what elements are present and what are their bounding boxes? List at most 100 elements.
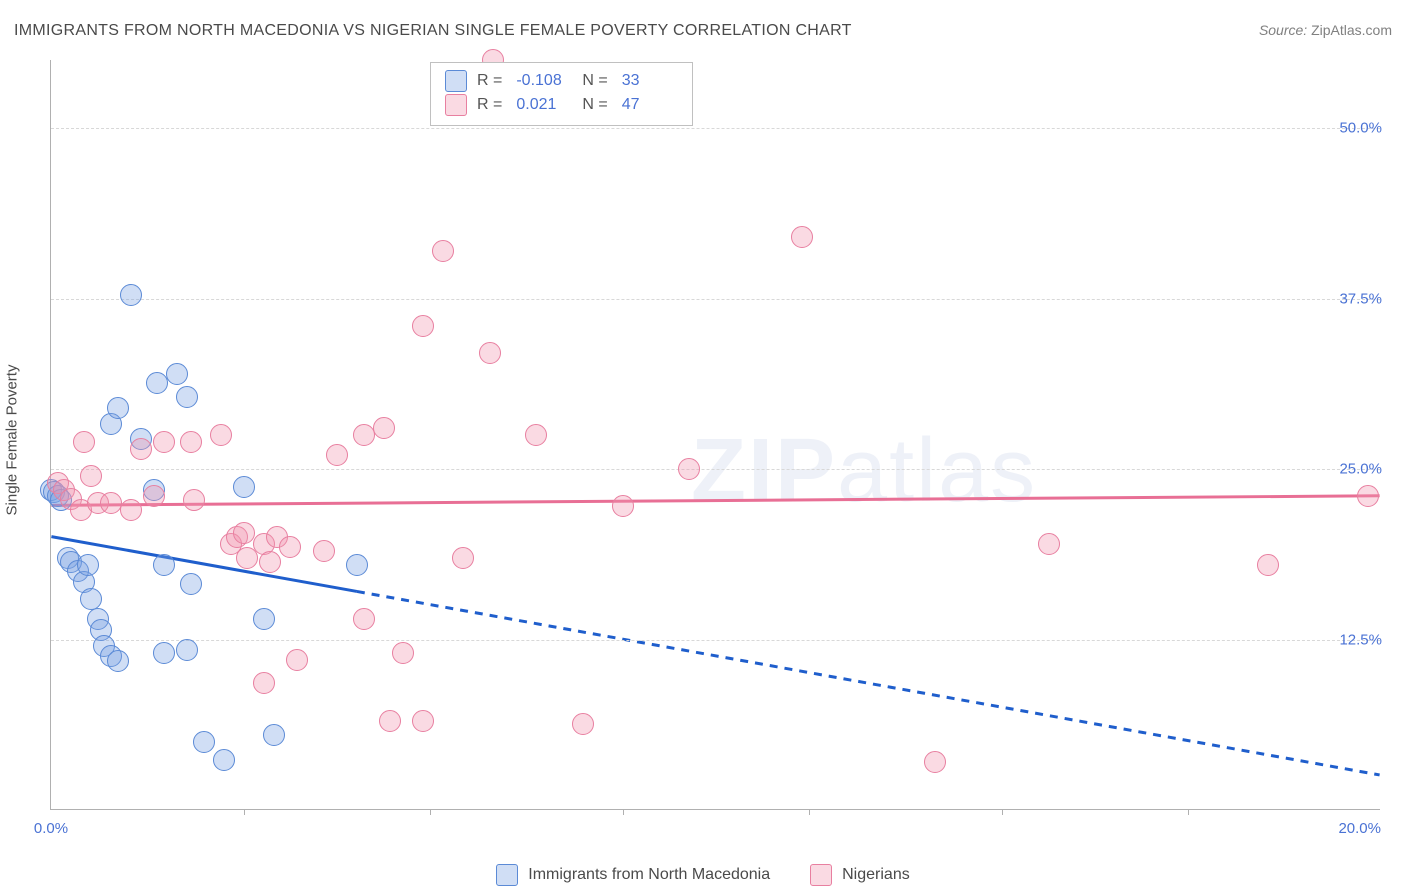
- legend-r-value: 0.021: [516, 93, 572, 117]
- source-attribution: Source: ZipAtlas.com: [1259, 22, 1392, 38]
- scatter-point: [392, 642, 414, 664]
- legend-stats-box: R = -0.108 N = 33 R = 0.021 N = 47: [430, 62, 693, 126]
- watermark-rest: atlas: [837, 421, 1037, 521]
- x-tick-mark: [244, 809, 245, 815]
- legend-swatch: [496, 864, 518, 886]
- scatter-point: [346, 554, 368, 576]
- plot-area: ZIPatlas 12.5%25.0%37.5%50.0%0.0%20.0%: [50, 60, 1380, 810]
- gridline: [51, 469, 1380, 470]
- legend-r-value: -0.108: [516, 69, 572, 93]
- scatter-point: [176, 386, 198, 408]
- scatter-point: [612, 495, 634, 517]
- x-tick-label: 0.0%: [34, 820, 68, 837]
- correlation-chart: IMMIGRANTS FROM NORTH MACEDONIA VS NIGER…: [0, 0, 1406, 892]
- legend-stat-row: R = 0.021 N = 47: [445, 93, 678, 117]
- y-tick-label: 50.0%: [1322, 120, 1382, 137]
- scatter-point: [572, 713, 594, 735]
- legend-swatch: [810, 864, 832, 886]
- scatter-point: [326, 444, 348, 466]
- x-tick-mark: [623, 809, 624, 815]
- scatter-point: [143, 485, 165, 507]
- legend-series-name: Nigerians: [842, 866, 910, 884]
- x-tick-label: 20.0%: [1338, 820, 1381, 837]
- gridline: [51, 640, 1380, 641]
- scatter-point: [678, 458, 700, 480]
- legend-r-label: R =: [477, 69, 502, 93]
- gridline: [51, 299, 1380, 300]
- legend-n-value: 47: [622, 93, 678, 117]
- watermark-bold: ZIP: [691, 421, 837, 521]
- scatter-point: [373, 417, 395, 439]
- scatter-point: [1357, 485, 1379, 507]
- scatter-point: [1257, 554, 1279, 576]
- legend-stat-row: R = -0.108 N = 33: [445, 69, 678, 93]
- scatter-point: [153, 554, 175, 576]
- legend-r-label: R =: [477, 93, 502, 117]
- source-value: ZipAtlas.com: [1311, 22, 1392, 38]
- scatter-point: [1038, 533, 1060, 555]
- scatter-point: [180, 573, 202, 595]
- scatter-point: [253, 608, 275, 630]
- x-tick-mark: [1002, 809, 1003, 815]
- legend-bottom: Immigrants from North Macedonia Nigerians: [0, 864, 1406, 886]
- scatter-point: [791, 226, 813, 248]
- y-axis-label: Single Female Poverty: [4, 365, 21, 516]
- scatter-point: [379, 710, 401, 732]
- trend-lines: [51, 60, 1380, 809]
- scatter-point: [233, 476, 255, 498]
- scatter-point: [100, 492, 122, 514]
- scatter-point: [259, 551, 281, 573]
- scatter-point: [233, 522, 255, 544]
- scatter-point: [353, 424, 375, 446]
- scatter-point: [120, 284, 142, 306]
- scatter-point: [353, 608, 375, 630]
- y-tick-label: 37.5%: [1322, 290, 1382, 307]
- scatter-point: [176, 639, 198, 661]
- legend-swatch: [445, 70, 467, 92]
- legend-n-label: N =: [582, 93, 607, 117]
- x-tick-mark: [430, 809, 431, 815]
- scatter-point: [153, 431, 175, 453]
- scatter-point: [166, 363, 188, 385]
- scatter-point: [286, 649, 308, 671]
- trend-line: [51, 496, 1379, 506]
- scatter-point: [525, 424, 547, 446]
- scatter-point: [120, 499, 142, 521]
- scatter-point: [80, 465, 102, 487]
- x-tick-mark: [809, 809, 810, 815]
- scatter-point: [80, 588, 102, 610]
- chart-title: IMMIGRANTS FROM NORTH MACEDONIA VS NIGER…: [14, 22, 852, 40]
- scatter-point: [924, 751, 946, 773]
- scatter-point: [146, 372, 168, 394]
- scatter-point: [452, 547, 474, 569]
- gridline: [51, 128, 1380, 129]
- scatter-point: [77, 554, 99, 576]
- scatter-point: [279, 536, 301, 558]
- legend-item: Immigrants from North Macedonia: [496, 864, 770, 886]
- watermark: ZIPatlas: [691, 420, 1037, 523]
- scatter-point: [107, 650, 129, 672]
- scatter-point: [213, 749, 235, 771]
- x-tick-mark: [1188, 809, 1189, 815]
- source-label: Source:: [1259, 22, 1307, 38]
- scatter-point: [193, 731, 215, 753]
- scatter-point: [73, 431, 95, 453]
- scatter-point: [412, 315, 434, 337]
- scatter-point: [153, 642, 175, 664]
- y-tick-label: 25.0%: [1322, 461, 1382, 478]
- scatter-point: [210, 424, 232, 446]
- legend-swatch: [445, 94, 467, 116]
- scatter-point: [253, 672, 275, 694]
- scatter-point: [313, 540, 335, 562]
- scatter-point: [263, 724, 285, 746]
- legend-n-value: 33: [622, 69, 678, 93]
- trend-line: [357, 591, 1380, 775]
- scatter-point: [107, 397, 129, 419]
- legend-n-label: N =: [582, 69, 607, 93]
- scatter-point: [183, 489, 205, 511]
- legend-item: Nigerians: [810, 864, 910, 886]
- scatter-point: [412, 710, 434, 732]
- scatter-point: [130, 438, 152, 460]
- scatter-point: [479, 342, 501, 364]
- scatter-point: [180, 431, 202, 453]
